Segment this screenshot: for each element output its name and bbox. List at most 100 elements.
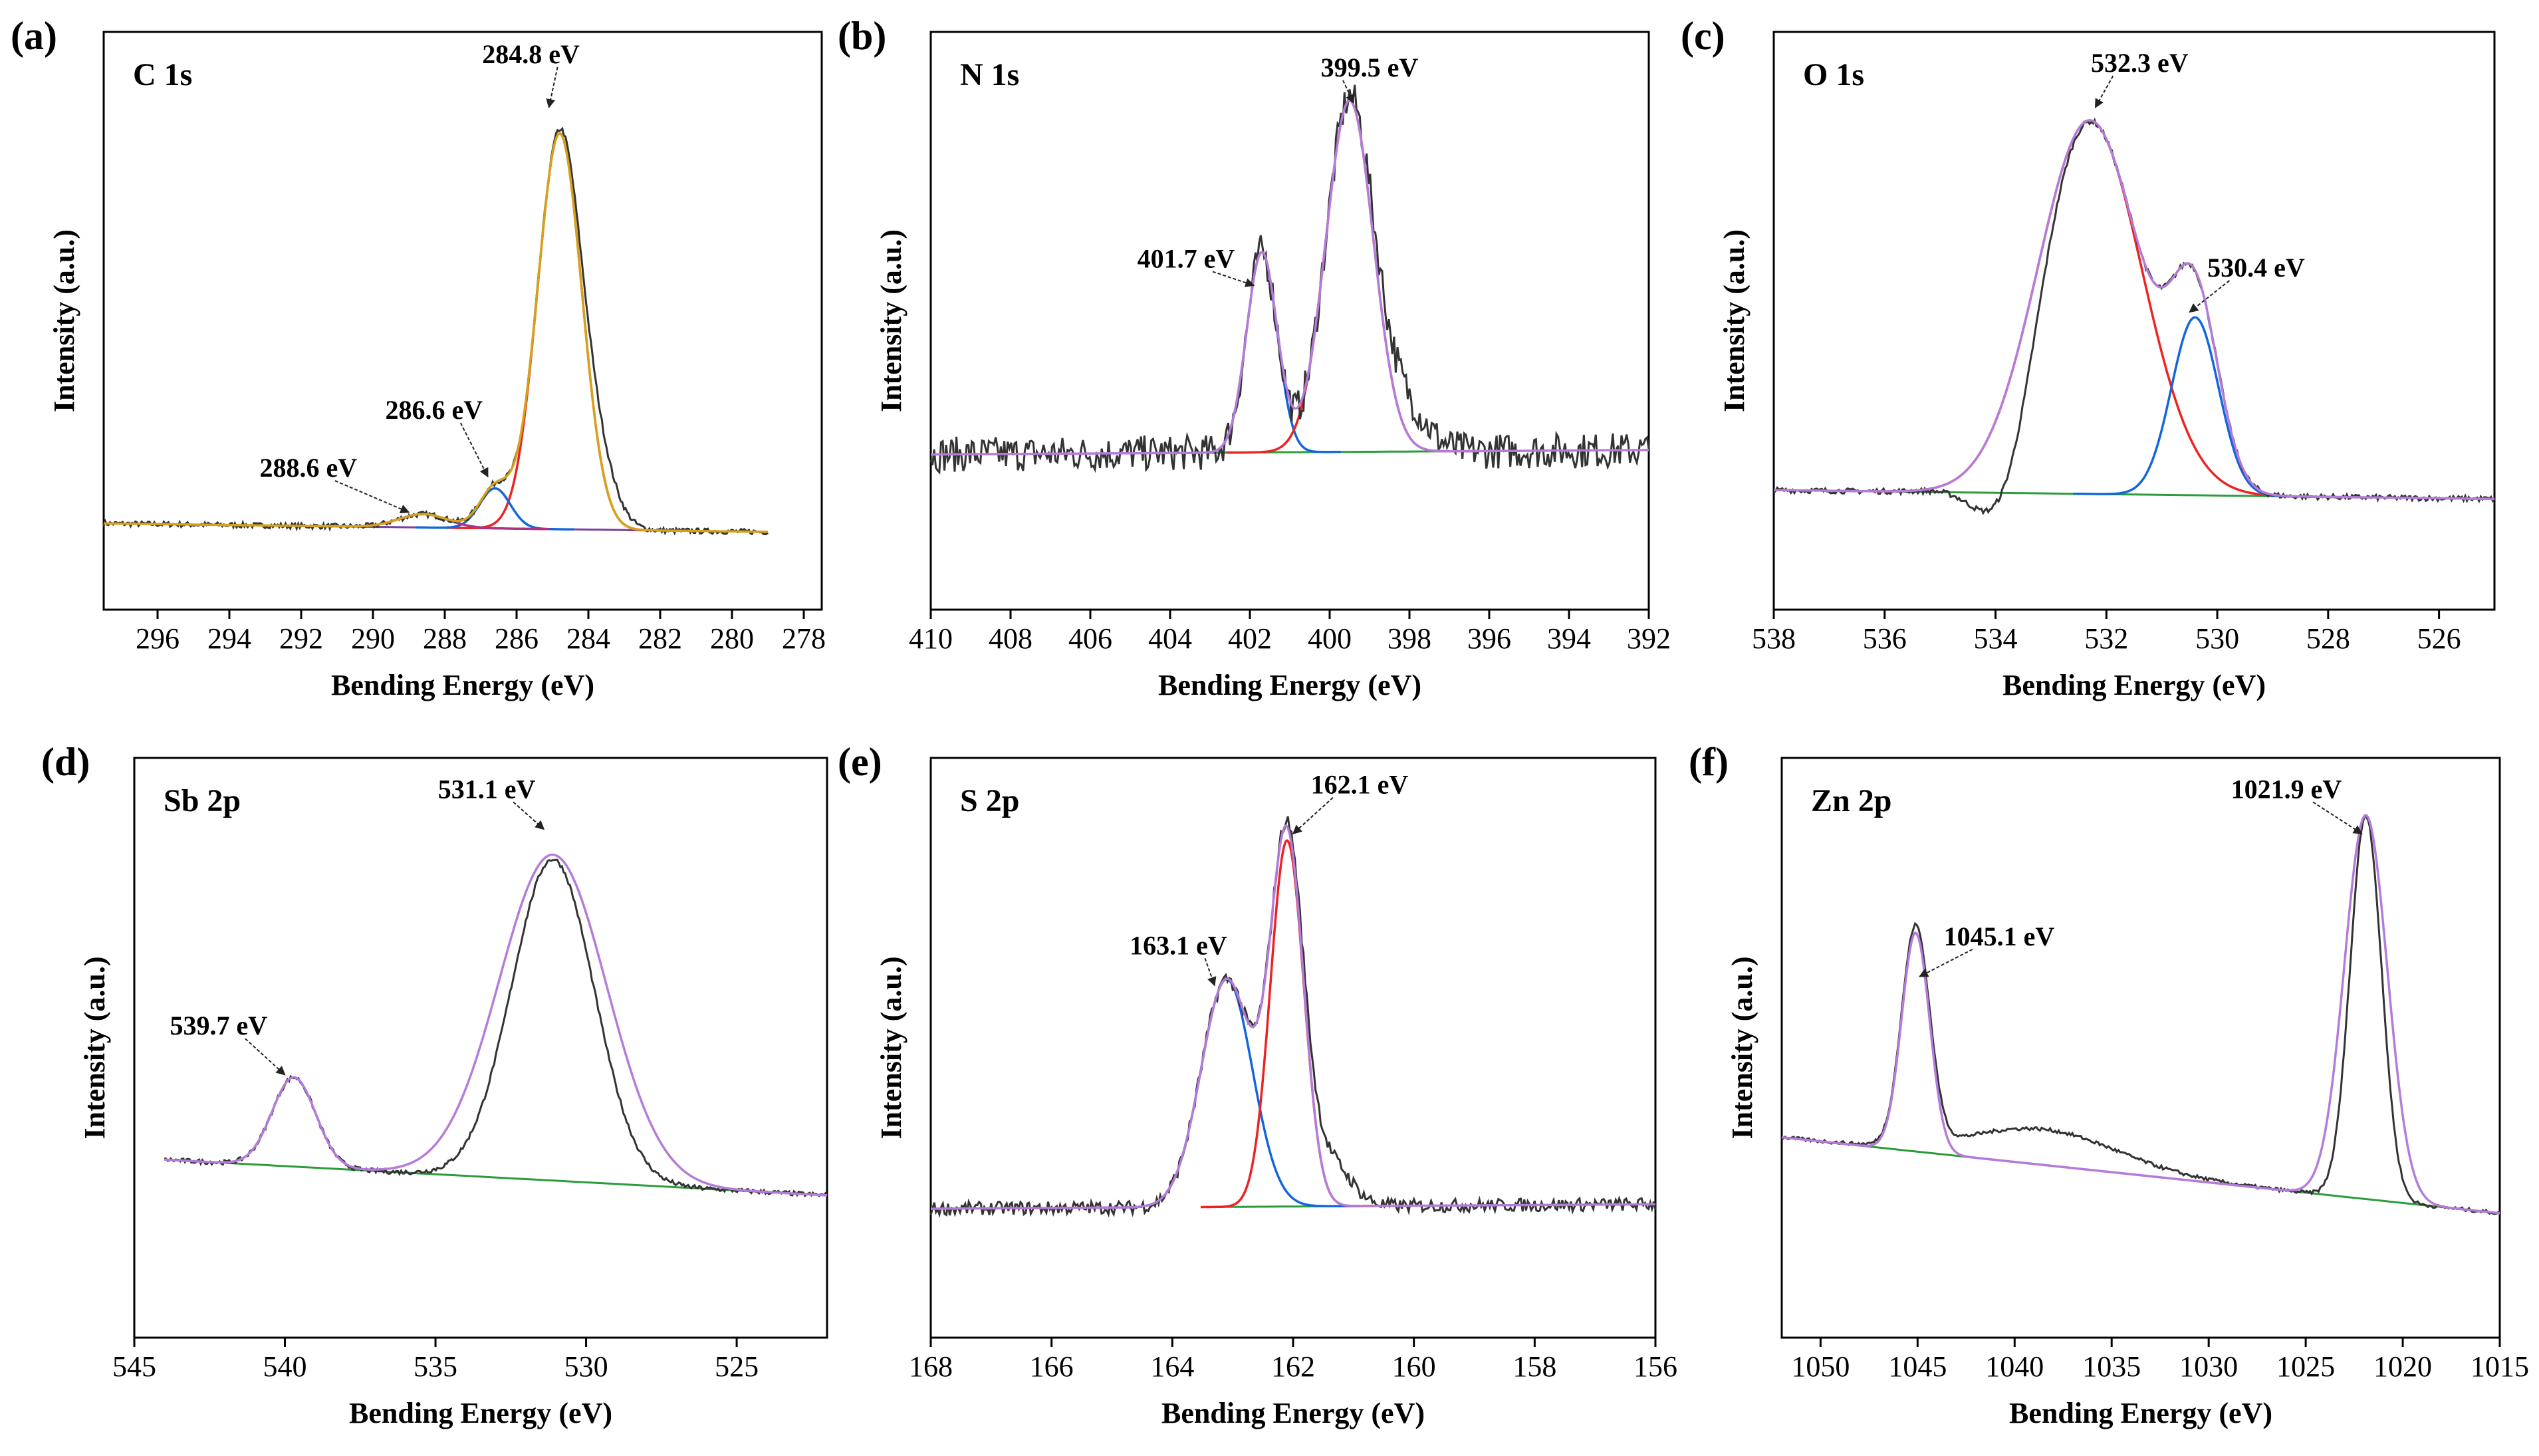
x-axis-label: Bending Energy (eV) <box>1158 669 1421 701</box>
x-tick-label: 536 <box>1863 622 1907 655</box>
x-tick-label: 404 <box>1148 622 1192 655</box>
element-label: C 1s <box>133 57 192 92</box>
x-tick-label: 526 <box>2417 622 2461 655</box>
element-label: Sb 2p <box>164 783 241 818</box>
x-tick-label: 406 <box>1068 622 1112 655</box>
x-axis-label: Bending Energy (eV) <box>2002 669 2266 701</box>
x-tick-label: 284 <box>566 622 610 655</box>
y-axis-label: Intensity (a.u.) <box>1718 229 1751 412</box>
peak-arrow <box>245 1038 286 1076</box>
peak-arrow <box>513 801 545 830</box>
x-tick-label: 408 <box>989 622 1032 655</box>
fit-peak-1 <box>1821 119 2358 499</box>
x-tick-label: 530 <box>2195 622 2239 655</box>
y-axis-label: Intensity (a.u.) <box>875 229 907 412</box>
element-label: O 1s <box>1803 57 1864 92</box>
x-tick-label: 166 <box>1030 1350 1074 1383</box>
raw-spectrum <box>1772 117 2496 516</box>
x-tick-label: 158 <box>1512 1350 1556 1383</box>
element-label: Zn 2p <box>1811 783 1891 818</box>
x-tick-label: 540 <box>263 1350 307 1383</box>
x-tick-label: 410 <box>909 622 953 655</box>
peak-arrow <box>1342 80 1354 104</box>
chart-panel-3: 538 536 534 532 530 528 526 Bending Energy (eV)… <box>1681 14 2496 701</box>
x-tick-label: 396 <box>1467 622 1511 655</box>
plot-frame <box>102 31 823 611</box>
x-tick-label: 160 <box>1392 1350 1436 1383</box>
peak-arrow <box>546 66 558 109</box>
chart-panel-2: 410 408 406 404 402 400 398 396 394 392 Bending En… <box>838 14 1671 701</box>
chart-panel-4: 545 540 535 530 525 Bending Energy (eV) Intens… <box>41 740 828 1429</box>
x-tick-label: 394 <box>1547 622 1591 655</box>
x-tick-label: 392 <box>1627 622 1671 655</box>
y-axis-label: Intensity (a.u.) <box>875 956 907 1139</box>
x-tick-label: 400 <box>1308 622 1352 655</box>
x-axis-label: Bending Energy (eV) <box>349 1397 612 1429</box>
peak-label: 531.1 eV <box>438 774 536 804</box>
peak-label: 286.6 eV <box>385 395 483 425</box>
x-tick-label: 288 <box>423 622 467 655</box>
peak-arrow <box>2312 801 2363 834</box>
x-tick-label: 398 <box>1388 622 1431 655</box>
x-tick-label: 402 <box>1228 622 1272 655</box>
fit-peak-2 <box>1201 839 1374 1209</box>
plot-frame <box>929 31 1650 611</box>
peak-arrow <box>334 480 410 514</box>
fit-peak-1 <box>1094 978 1360 1209</box>
fit-envelope <box>164 853 828 1197</box>
peak-label: 1021.9 eV <box>2231 774 2342 804</box>
peak-label: 162.1 eV <box>1311 770 1409 800</box>
peak-label: 532.3 eV <box>2091 48 2189 78</box>
peak-arrow <box>1292 796 1334 834</box>
y-axis-label: Intensity (a.u.) <box>78 956 111 1139</box>
x-axis-label: Bending Energy (eV) <box>1161 1397 1425 1429</box>
fit-peak-1 <box>445 132 675 532</box>
x-tick-label: 286 <box>495 622 539 655</box>
x-tick-label: 278 <box>782 622 826 655</box>
peak-arrow <box>2094 75 2114 108</box>
x-tick-label: 532 <box>2084 622 2128 655</box>
x-tick-label: 535 <box>414 1350 457 1383</box>
fit-peak-1 <box>1183 251 1341 454</box>
fit-envelope <box>1781 814 2500 1215</box>
peak-label: 401.7 eV <box>1138 244 1235 274</box>
plot-frame <box>1772 31 2496 611</box>
y-axis-label: Intensity (a.u.) <box>1726 956 1758 1139</box>
x-tick-label: 1025 <box>2276 1350 2335 1383</box>
x-tick-label: 525 <box>715 1350 759 1383</box>
peak-label: 163.1 eV <box>1130 930 1227 960</box>
fit-envelope <box>1774 119 2494 501</box>
x-tick-label: 1045 <box>1888 1350 1947 1383</box>
x-tick-label: 528 <box>2306 622 2350 655</box>
peak-arrow <box>1918 949 1973 977</box>
peak-label: 284.8 eV <box>482 39 580 69</box>
x-tick-label: 545 <box>112 1350 156 1383</box>
x-tick-label: 538 <box>1752 622 1796 655</box>
peak-label: 1045.1 eV <box>1944 921 2055 951</box>
fit-envelope <box>931 824 1655 1210</box>
chart-panel-6: 1050 1045 1040 1035 1030 1025 1020 1015 Bending … <box>1689 740 2529 1429</box>
x-tick-label: 1050 <box>1791 1350 1850 1383</box>
x-tick-label: 156 <box>1633 1350 1677 1383</box>
panel-label: (e) <box>838 740 882 784</box>
x-tick-label: 164 <box>1150 1350 1194 1383</box>
x-tick-label: 1020 <box>2373 1350 2432 1383</box>
raw-spectrum <box>929 816 1657 1218</box>
x-tick-label: 280 <box>710 622 754 655</box>
peak-label: 539.7 eV <box>170 1011 268 1040</box>
x-axis-label: Bending Energy (eV) <box>331 669 594 701</box>
x-tick-label: 534 <box>1974 622 2018 655</box>
x-tick-label: 290 <box>351 622 395 655</box>
panel-label: (d) <box>41 740 90 784</box>
raw-spectrum <box>102 126 769 536</box>
x-tick-label: 292 <box>279 622 323 655</box>
x-tick-label: 282 <box>638 622 682 655</box>
x-tick-label: 294 <box>207 622 251 655</box>
plot-frame <box>133 757 828 1339</box>
panel-label: (b) <box>838 14 886 58</box>
plot-frame <box>1780 757 2501 1339</box>
peak-arrow <box>1212 271 1255 287</box>
element-label: S 2p <box>960 783 1019 818</box>
chart-panel-1: 296 294 292 290 288 286 284 282 280 278 Bending En… <box>11 14 826 701</box>
